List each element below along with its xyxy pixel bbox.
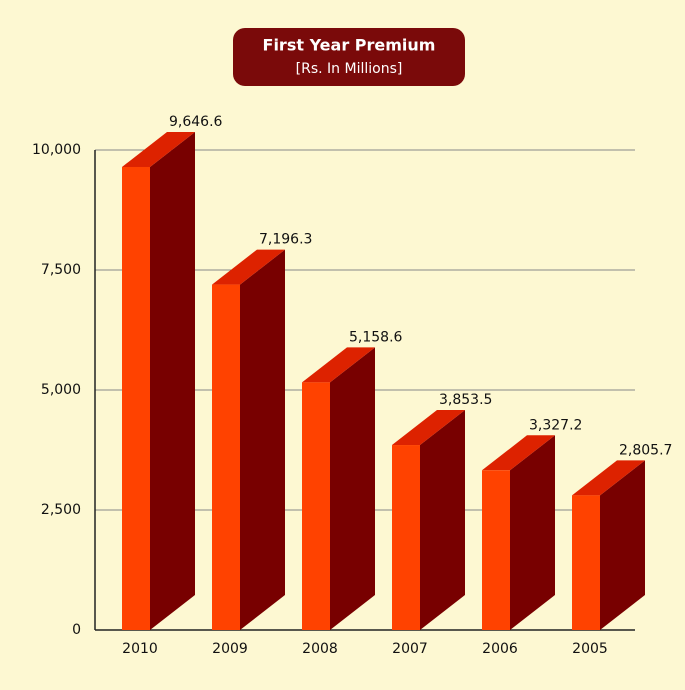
bar-top (302, 347, 375, 383)
bar-side (600, 460, 645, 630)
bar-side (510, 435, 555, 630)
y-tick-label: 2,500 (41, 502, 81, 518)
y-tick-label: 7,500 (41, 262, 81, 278)
title-box (233, 28, 465, 86)
bar-side (240, 249, 285, 630)
bar (302, 382, 330, 630)
bar-top (212, 249, 285, 285)
y-tick-label: 10,000 (32, 142, 81, 158)
y-tick-label: 5,000 (41, 382, 81, 398)
bar (122, 166, 150, 630)
value-label: 3,853.5 (439, 392, 492, 408)
bar (212, 284, 240, 630)
x-tick-label: 2005 (572, 641, 608, 657)
bar-side (150, 131, 195, 630)
bar-top (122, 131, 195, 167)
bar (392, 445, 420, 630)
bar (482, 470, 510, 630)
x-tick-label: 2008 (302, 641, 338, 657)
x-tick-label: 2010 (122, 641, 158, 657)
chart-subtitle: [Rs. In Millions] (296, 61, 403, 77)
x-tick-label: 2007 (392, 641, 428, 657)
value-label: 7,196.3 (259, 232, 312, 248)
value-label: 3,327.2 (529, 417, 582, 433)
value-label: 2,805.7 (619, 442, 672, 458)
bar (572, 495, 600, 630)
bar-side (420, 410, 465, 630)
chart-title: First Year Premium (263, 36, 436, 55)
value-label: 5,158.6 (349, 329, 403, 345)
bar-side (330, 347, 375, 630)
x-tick-label: 2009 (212, 641, 248, 657)
bar-top (482, 435, 555, 471)
value-label: 9,646.6 (169, 114, 223, 130)
x-tick-label: 2006 (482, 641, 518, 657)
y-tick-label: 0 (72, 622, 81, 638)
bar-top (392, 410, 465, 446)
bar-top (572, 460, 645, 496)
